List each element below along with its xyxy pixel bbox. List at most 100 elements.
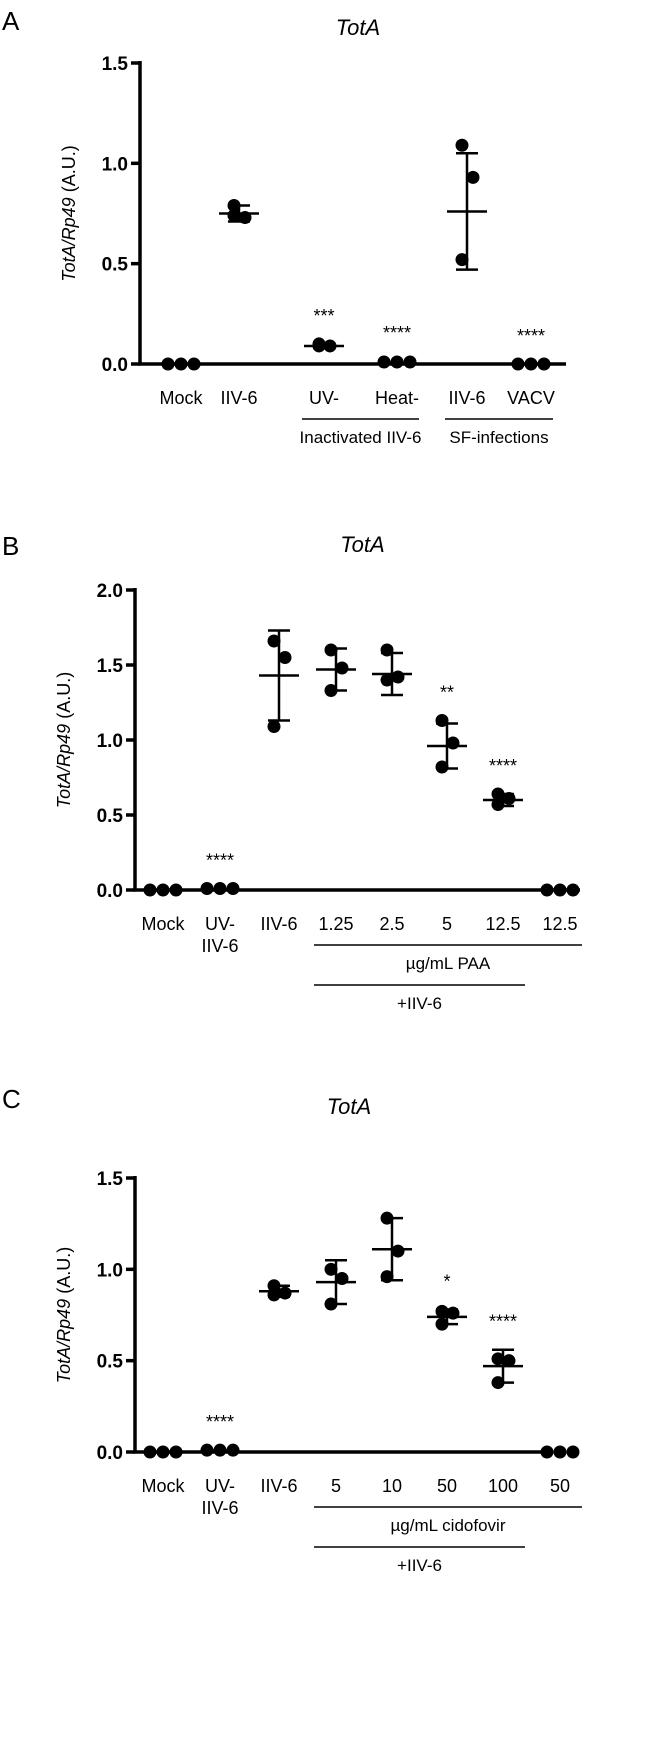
data-point (466, 170, 480, 184)
significance-label: **** (489, 756, 517, 776)
chart-panel-c: C TotA 0.0 0.5 1.0 1.5 TotA/Rp49 (A.U.) Mock UV-… (2, 1084, 582, 1575)
data-point (390, 355, 404, 369)
chart-panel-b: B TotA 0.0 0.5 1.0 1.5 2.0 TotA/Rp49 (A.U.) Mock… (2, 531, 582, 1013)
x-tick-label: 5 (331, 1476, 341, 1496)
data-point (511, 357, 525, 371)
data-point (156, 1445, 170, 1459)
data-point (446, 736, 460, 750)
x-tick-label: 100 (488, 1476, 518, 1496)
data-point (324, 643, 338, 657)
data-point (213, 882, 227, 895)
data-point (537, 357, 551, 371)
x-tick-label: UV- (309, 388, 339, 408)
y-axis-label-main: TotA/Rp49 (54, 724, 74, 808)
data-point (553, 883, 567, 897)
y-axis-label: TotA/Rp49 (A.U.) (54, 1247, 74, 1383)
data-point (156, 883, 170, 897)
x-tick-label: IIV-6 (201, 1498, 238, 1518)
x-tick-label: 50 (437, 1476, 457, 1496)
group-label: µg/mL PAA (406, 954, 491, 973)
group-label: +IIV-6 (397, 1556, 442, 1575)
data-point (491, 1352, 505, 1366)
y-axis-label-unit: (A.U.) (54, 1247, 74, 1299)
significance-label: **** (489, 1312, 517, 1332)
x-tick-label: Mock (141, 1476, 185, 1496)
data-point (213, 1443, 227, 1457)
y-tick-label: 0.0 (97, 881, 123, 902)
data-point (143, 1445, 157, 1459)
x-tick-label: Heat- (375, 388, 419, 408)
data-point (169, 883, 183, 897)
x-tick-label: Mock (159, 388, 203, 408)
y-tick-label: 0.5 (97, 1352, 124, 1373)
data-point (391, 1244, 405, 1258)
x-tick-label: 1.25 (318, 914, 353, 934)
data-point (187, 357, 201, 371)
data-point (455, 138, 469, 152)
data-point (566, 883, 580, 897)
x-tick-label: Mock (141, 914, 185, 934)
x-tick-label: UV- (205, 1476, 235, 1496)
chart-title: TotA (336, 15, 380, 40)
chart-title: TotA (327, 1094, 371, 1119)
x-tick-label: 12.5 (485, 914, 520, 934)
data-point (143, 883, 157, 897)
data-point (267, 634, 281, 648)
y-axis-label-main: TotA/Rp49 (54, 1299, 74, 1383)
data-point (455, 253, 469, 267)
x-tick-label: 5 (442, 914, 452, 934)
x-tick-label: UV- (205, 914, 235, 934)
data-point (566, 1445, 580, 1459)
group-label: µg/mL cidofovir (391, 1516, 506, 1535)
y-tick-label: 1.0 (97, 1260, 123, 1281)
data-point (335, 661, 349, 675)
data-point (540, 883, 554, 897)
group-label: SF-infections (449, 428, 548, 447)
data-point (553, 1445, 567, 1459)
data-point (174, 357, 188, 371)
data-point (267, 720, 281, 733)
y-axis-label: TotA/Rp49 (A.U.) (59, 145, 79, 281)
data-point (435, 760, 449, 774)
data-point (226, 1443, 240, 1457)
panel-letter: A (2, 6, 20, 36)
y-axis-label: TotA/Rp49 (A.U.) (54, 672, 74, 808)
y-tick-label: 2.0 (97, 581, 123, 602)
y-tick-label: 0.0 (97, 1443, 123, 1464)
data-point (391, 670, 405, 684)
group-label: Inactivated IIV-6 (300, 428, 422, 447)
x-tick-label: IIV-6 (260, 1476, 297, 1496)
y-tick-label: 0.0 (102, 355, 128, 376)
x-tick-label: IIV-6 (220, 388, 257, 408)
panel-letter: C (2, 1084, 21, 1114)
data-point (278, 651, 292, 664)
x-tick-label: IIV-6 (201, 936, 238, 956)
y-tick-label: 1.5 (97, 1169, 124, 1190)
significance-label: *** (313, 306, 334, 326)
significance-label: **** (383, 323, 411, 343)
y-tick-label: 0.5 (102, 255, 129, 276)
y-tick-label: 1.5 (102, 54, 129, 75)
x-tick-label: 2.5 (379, 914, 404, 934)
significance-label: **** (206, 851, 234, 871)
y-tick-label: 1.0 (102, 154, 128, 175)
data-point (524, 357, 538, 371)
x-tick-label: IIV-6 (260, 914, 297, 934)
data-point (169, 1445, 183, 1459)
x-tick-label: 12.5 (542, 914, 577, 934)
data-point (403, 355, 417, 369)
data-point (435, 1304, 449, 1318)
chart-panel-a: A TotA 0.0 0.5 1.0 1.5 TotA/Rp49 (A.U.) Mock IIV… (2, 6, 566, 447)
y-axis-label-unit: (A.U.) (59, 145, 79, 197)
x-tick-label: IIV-6 (448, 388, 485, 408)
data-point (540, 1445, 554, 1459)
data-point (502, 1354, 516, 1368)
x-tick-label: 50 (550, 1476, 570, 1496)
x-tick-label: 10 (382, 1476, 402, 1496)
data-point (226, 882, 240, 895)
y-tick-label: 1.5 (97, 656, 124, 677)
data-point (200, 882, 214, 895)
significance-label: * (443, 1272, 450, 1292)
group-label: +IIV-6 (397, 994, 442, 1013)
panel-letter: B (2, 531, 19, 561)
